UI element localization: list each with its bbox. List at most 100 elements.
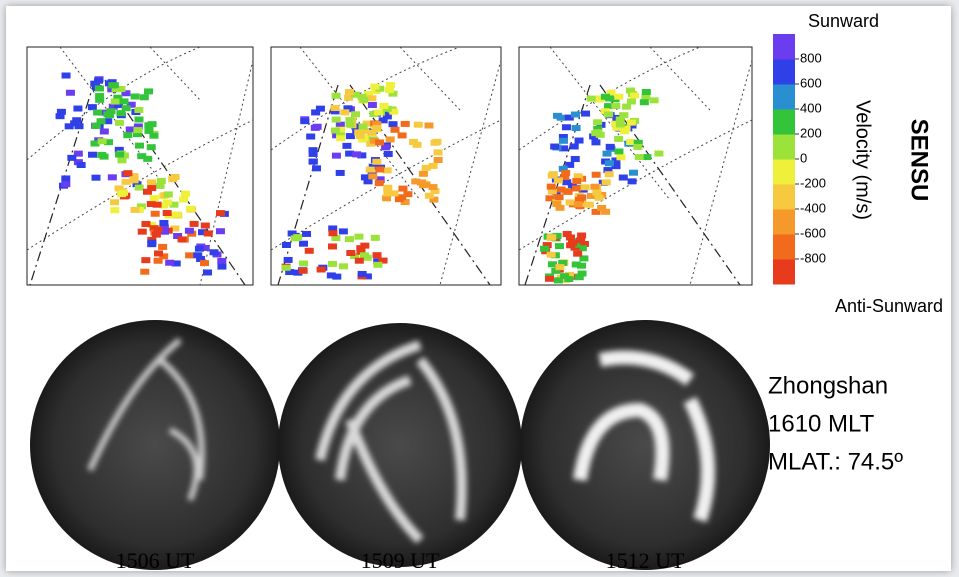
backscatter-cell bbox=[591, 171, 601, 178]
backscatter-cell bbox=[106, 108, 116, 115]
sky-image bbox=[520, 320, 770, 570]
backscatter-cell bbox=[156, 177, 166, 184]
backscatter-cell bbox=[342, 142, 352, 149]
backscatter-cell bbox=[629, 92, 639, 99]
backscatter-cell bbox=[360, 134, 370, 141]
backscatter-cell bbox=[98, 109, 108, 116]
backscatter-cell bbox=[170, 225, 180, 232]
backscatter-cell bbox=[345, 117, 355, 124]
backscatter-cell bbox=[173, 233, 183, 240]
backscatter-cell bbox=[363, 90, 373, 97]
backscatter-cell bbox=[103, 118, 113, 125]
backscatter-cell bbox=[579, 240, 589, 247]
backscatter-cell bbox=[344, 94, 354, 101]
backscatter-cell bbox=[200, 260, 210, 267]
backscatter-cell bbox=[298, 240, 308, 247]
backscatter-cell bbox=[616, 154, 626, 161]
backscatter-cell bbox=[570, 156, 580, 163]
backscatter-cell bbox=[409, 138, 419, 145]
backscatter-cell bbox=[298, 267, 308, 274]
backscatter-cell bbox=[424, 122, 434, 129]
backscatter-cell bbox=[121, 105, 131, 112]
backscatter-cell bbox=[622, 103, 632, 110]
backscatter-cell bbox=[215, 210, 225, 217]
backscatter-cell bbox=[375, 176, 385, 183]
colorbar-band bbox=[773, 259, 795, 285]
backscatter-cell bbox=[584, 201, 594, 208]
backscatter-cell bbox=[597, 204, 607, 211]
backscatter-cell bbox=[555, 204, 565, 211]
backscatter-cell bbox=[389, 108, 399, 115]
backscatter-cell bbox=[403, 191, 413, 198]
backscatter-cell bbox=[556, 186, 566, 193]
backscatter-cell bbox=[370, 234, 380, 241]
backscatter-cell bbox=[577, 232, 587, 239]
backscatter-cell bbox=[572, 185, 582, 192]
backscatter-cell bbox=[571, 125, 581, 132]
backscatter-cell bbox=[109, 82, 119, 89]
aurora bbox=[315, 340, 467, 544]
backscatter-cell bbox=[618, 174, 628, 181]
backscatter-cell bbox=[103, 139, 113, 146]
backscatter-cell bbox=[571, 261, 581, 268]
backscatter-cell bbox=[649, 97, 659, 104]
backscatter-cell bbox=[593, 119, 603, 126]
backscatter-cell bbox=[123, 132, 133, 139]
backscatter-cell bbox=[581, 110, 591, 117]
backscatter-cell bbox=[133, 123, 143, 130]
backscatter-cell bbox=[641, 94, 651, 101]
backscatter-cell bbox=[345, 121, 355, 128]
backscatter-cell bbox=[345, 150, 355, 157]
backscatter-cell bbox=[564, 114, 574, 121]
backscatter-cell bbox=[389, 190, 399, 197]
radar-panel bbox=[518, 46, 753, 286]
backscatter-cell bbox=[573, 173, 583, 180]
backscatter-cell bbox=[285, 269, 295, 276]
backscatter-cell bbox=[558, 259, 568, 266]
backscatter-cell bbox=[64, 123, 74, 130]
sky-disc bbox=[278, 323, 522, 567]
backscatter-cell bbox=[281, 241, 291, 248]
backscatter-cell bbox=[629, 169, 639, 176]
backscatter-cell bbox=[367, 129, 377, 136]
backscatter-cell bbox=[421, 164, 431, 171]
colorbar-tick-label: 800 bbox=[800, 50, 822, 65]
colorbar-top-label: Sunward bbox=[808, 11, 879, 31]
backscatter-cell bbox=[306, 133, 316, 140]
backscatter-cell bbox=[360, 174, 370, 181]
backscatter-cell bbox=[304, 247, 314, 254]
backscatter-cell bbox=[375, 139, 385, 146]
backscatter-cell bbox=[335, 121, 345, 128]
backscatter-cell bbox=[144, 88, 154, 95]
backscatter-cell bbox=[330, 127, 340, 134]
backscatter-cell bbox=[357, 152, 367, 159]
backscatter-cell bbox=[56, 108, 66, 115]
backscatter-cell bbox=[61, 175, 71, 182]
backscatter-cell bbox=[398, 185, 408, 192]
backscatter-cell bbox=[61, 72, 71, 79]
colorbar-title: Velocity (m/s) bbox=[852, 100, 874, 220]
backscatter-cell bbox=[132, 181, 142, 188]
backscatter-cell bbox=[217, 257, 227, 264]
backscatter-cell bbox=[580, 184, 590, 191]
backscatter-cell bbox=[573, 201, 583, 208]
backscatter-cell bbox=[139, 94, 149, 101]
backscatter-cell bbox=[121, 90, 131, 97]
backscatter-cell bbox=[556, 114, 566, 121]
backscatter-cell bbox=[547, 261, 557, 268]
backscatter-cell bbox=[137, 228, 147, 235]
station-line: Zhongshan bbox=[768, 372, 888, 399]
backscatter-cell bbox=[545, 275, 555, 282]
backscatter-cell bbox=[326, 272, 336, 279]
backscatter-cell bbox=[606, 89, 616, 96]
backscatter-cell bbox=[359, 252, 369, 259]
backscatter-cell bbox=[540, 245, 550, 252]
backscatter-cell bbox=[600, 93, 610, 100]
backscatter-cell bbox=[170, 174, 180, 181]
backscatter-cell bbox=[354, 129, 364, 136]
backscatter-cell bbox=[554, 194, 564, 201]
backscatter-cell bbox=[600, 108, 610, 115]
colorbar-tick-label: -200 bbox=[800, 175, 826, 190]
backscatter-cell bbox=[184, 227, 194, 234]
colorbar-band bbox=[773, 209, 795, 235]
